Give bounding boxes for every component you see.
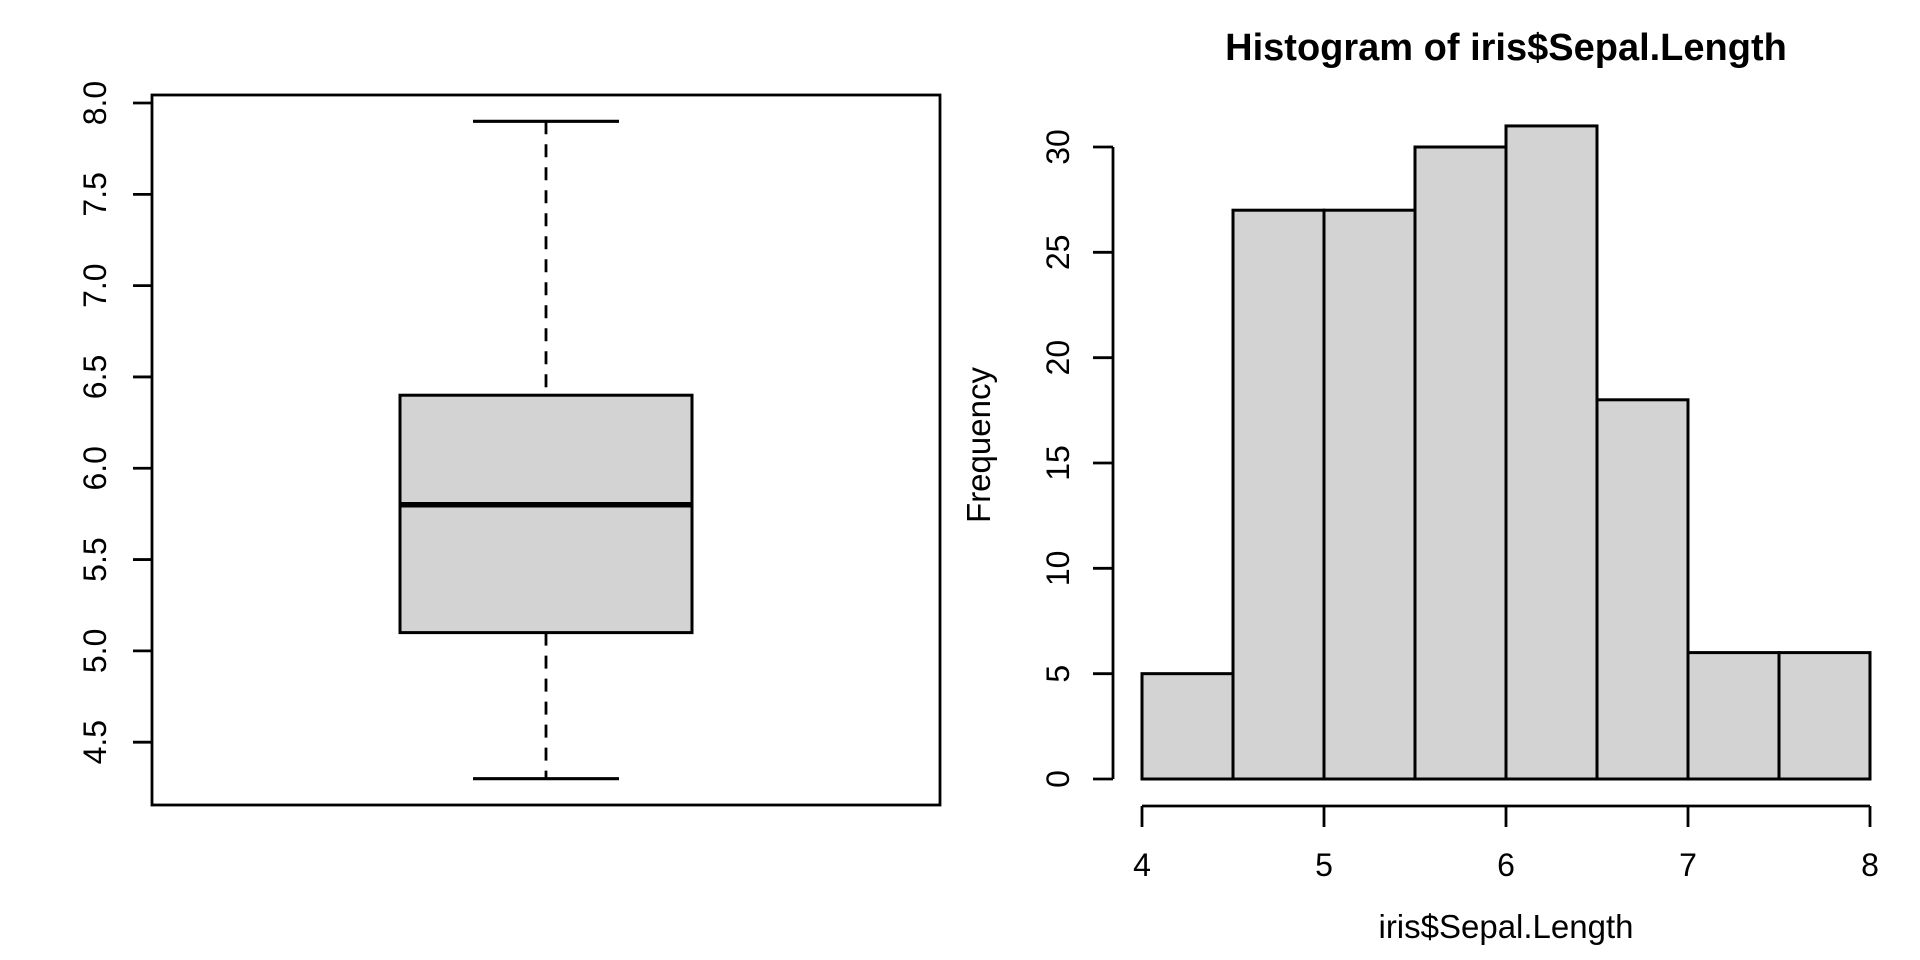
x-tick-label: 5: [1315, 847, 1333, 883]
y-tick-label: 25: [1040, 235, 1076, 271]
histogram-panel: Histogram of iris$Sepal.Length 4 5 6 7 8 0 5 1…: [960, 27, 1879, 945]
boxplot-body: [398, 119, 694, 781]
histogram-bar: [1595, 398, 1690, 781]
x-tick-label: 6: [1497, 847, 1515, 883]
x-tick-label: 8: [1861, 847, 1879, 883]
x-tick-label: 7: [1679, 847, 1697, 883]
iqr-box: [398, 393, 694, 635]
y-tick-label: 0: [1040, 770, 1076, 788]
boxplot-frame: [150, 93, 942, 807]
y-tick-label: 15: [1040, 445, 1076, 481]
histogram-y-axis: 0 5 10 15 20 25 30: [1040, 129, 1115, 788]
histogram-bar: [1504, 124, 1599, 781]
y-tick-label: 5.5: [77, 537, 113, 581]
histogram-bar: [1413, 145, 1508, 781]
x-tick-label: 4: [1133, 847, 1151, 883]
y-tick-label: 6.5: [77, 355, 113, 399]
y-tick-label: 6.0: [77, 446, 113, 490]
histogram-y-axis-title: Frequency: [960, 367, 997, 523]
histogram-bar: [1322, 208, 1417, 781]
y-tick-label: 10: [1040, 551, 1076, 587]
y-tick-label: 7.5: [77, 172, 113, 216]
y-tick-label: 30: [1040, 129, 1076, 165]
y-tick-label: 8.0: [77, 81, 113, 125]
histogram-x-axis-title: iris$Sepal.Length: [1378, 908, 1633, 945]
histogram-bar: [1140, 672, 1235, 781]
y-tick-label: 5.0: [77, 629, 113, 673]
histogram-bar: [1231, 208, 1326, 781]
y-tick-label: 20: [1040, 340, 1076, 376]
histogram-bars: [1140, 124, 1872, 781]
y-tick-label: 4.5: [77, 720, 113, 764]
boxplot-panel: 4.5 5.0 5.5 6.0 6.5 7.0 7.5 8.0: [77, 81, 942, 807]
y-tick-label: 7.0: [77, 263, 113, 307]
boxplot-y-axis: 4.5 5.0 5.5 6.0 6.5 7.0 7.5 8.0: [77, 81, 152, 764]
histogram-x-axis: 4 5 6 7 8: [1133, 804, 1879, 883]
histogram-bar: [1686, 651, 1781, 781]
histogram-title: Histogram of iris$Sepal.Length: [1225, 27, 1787, 69]
histogram-bar: [1777, 651, 1872, 781]
y-tick-label: 5: [1040, 665, 1076, 683]
